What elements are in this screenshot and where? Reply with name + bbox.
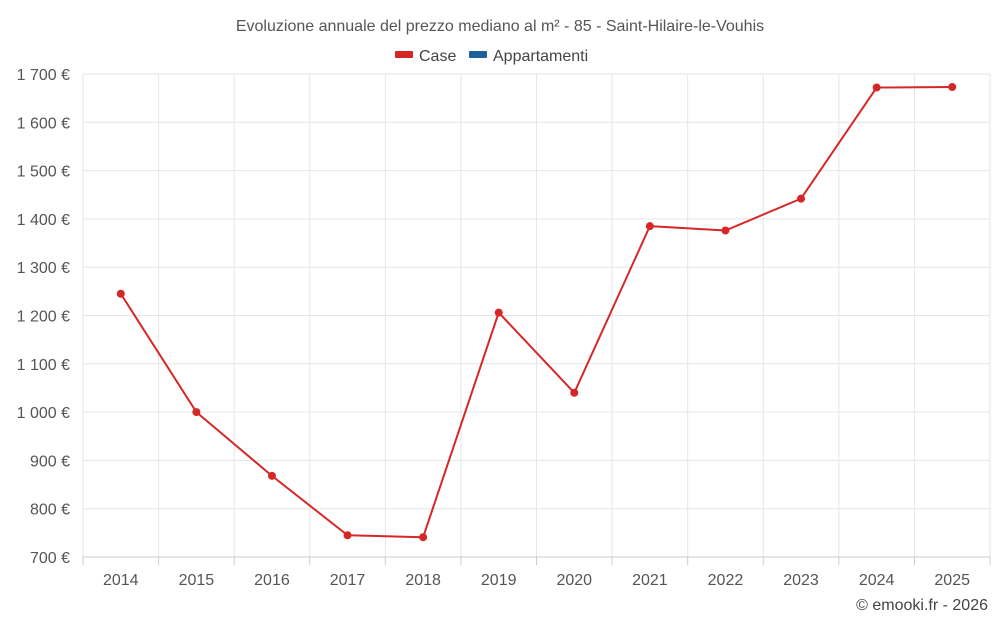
- x-tick-label: 2019: [481, 572, 517, 589]
- data-point[interactable]: [872, 83, 881, 92]
- legend-item-case[interactable]: Case: [395, 48, 456, 65]
- data-point[interactable]: [494, 308, 503, 317]
- y-tick-label: 700 €: [30, 550, 70, 567]
- x-tick-label: 2014: [103, 572, 139, 589]
- y-tick-label: 1 400 €: [17, 212, 70, 229]
- x-tick-label: 2017: [330, 572, 366, 589]
- data-point[interactable]: [570, 388, 579, 397]
- data-point[interactable]: [192, 408, 201, 417]
- legend-swatch-case: [395, 51, 413, 58]
- legend-label-case: Case: [419, 48, 456, 65]
- x-tick-label: 2021: [632, 572, 668, 589]
- data-point[interactable]: [948, 83, 957, 92]
- y-tick-label: 1 600 €: [17, 115, 70, 132]
- series-line-0: [119, 86, 953, 539]
- y-tick-label: 1 200 €: [17, 309, 70, 326]
- grid: [82, 73, 991, 557]
- x-tick-label: 2025: [934, 572, 970, 589]
- credit-text: © emooki.fr - 2026: [856, 597, 988, 614]
- y-tick-label: 1 100 €: [17, 357, 70, 374]
- data-point[interactable]: [645, 222, 654, 231]
- x-axis-ticks: 2014 2015 2016 2017 2018 2019 2020 2021 2022 2023…: [82, 557, 991, 589]
- data-point[interactable]: [419, 533, 428, 542]
- y-tick-label: 1 500 €: [17, 164, 70, 181]
- x-tick-label: 2020: [556, 572, 592, 589]
- y-axis-ticks: 700 € 800 € 900 € 1 000 € 1 100 € 1 200 € 1 30…: [17, 67, 70, 567]
- legend-label-appartamenti: Appartamenti: [493, 48, 588, 65]
- y-tick-label: 1 700 €: [17, 67, 70, 84]
- x-tick-label: 2016: [254, 572, 290, 589]
- x-tick-label: 2024: [859, 572, 895, 589]
- y-tick-label: 800 €: [30, 502, 70, 519]
- y-tick-label: 1 300 €: [17, 260, 70, 277]
- series-case: [116, 83, 957, 542]
- x-tick-label: 2018: [405, 572, 441, 589]
- y-tick-label: 1 000 €: [17, 405, 70, 422]
- chart-title: Evoluzione annuale del prezzo mediano al…: [236, 18, 764, 35]
- legend-swatch-appartamenti: [469, 51, 487, 58]
- x-tick-label: 2015: [179, 572, 215, 589]
- data-point[interactable]: [267, 471, 276, 480]
- legend-item-appartamenti[interactable]: Appartamenti: [469, 48, 588, 65]
- x-tick-label: 2022: [708, 572, 744, 589]
- legend: Case Appartamenti: [395, 48, 588, 65]
- y-tick-label: 900 €: [30, 453, 70, 470]
- data-point[interactable]: [116, 289, 125, 298]
- data-point[interactable]: [721, 226, 730, 235]
- x-tick-label: 2023: [783, 572, 819, 589]
- data-point[interactable]: [343, 531, 352, 540]
- data-point[interactable]: [797, 194, 806, 203]
